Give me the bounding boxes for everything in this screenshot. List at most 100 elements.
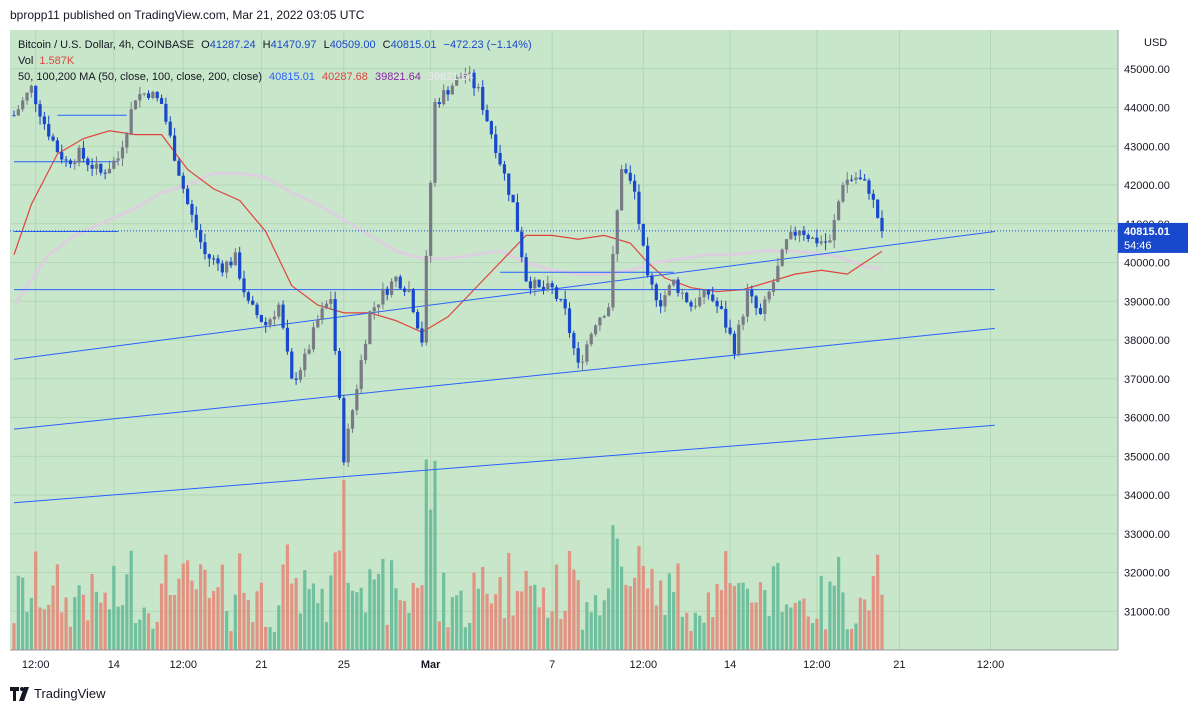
- candle-body: [650, 275, 654, 285]
- volume-bar: [706, 592, 710, 650]
- volume-bar: [715, 583, 719, 650]
- volume-bar: [806, 616, 810, 650]
- candle-body: [303, 353, 307, 371]
- candle-body: [120, 147, 125, 159]
- volume-bar: [732, 585, 737, 650]
- candle-body: [298, 370, 303, 380]
- legend-ma4: 39821.64: [428, 71, 474, 83]
- volume-bar: [554, 564, 559, 650]
- volume-bar: [585, 602, 589, 650]
- candle-body: [242, 278, 246, 293]
- volume-bar: [832, 585, 836, 650]
- publisher-text: bpropp11 published on TradingView.com, M…: [10, 8, 365, 22]
- candle-body: [706, 289, 710, 295]
- candle-body: [129, 109, 133, 134]
- candle-body: [698, 297, 702, 306]
- candle-body: [563, 299, 567, 309]
- volume-bar: [771, 566, 776, 650]
- volume-bar: [633, 577, 637, 650]
- y-tick-label: 45000.00: [1124, 64, 1170, 76]
- candle-body: [450, 85, 454, 95]
- candle-body: [350, 410, 355, 429]
- candle-body: [194, 214, 198, 231]
- candle-body: [832, 220, 836, 241]
- candle-body: [34, 85, 38, 105]
- volume-bar: [303, 570, 307, 650]
- footer: TradingView: [0, 680, 1200, 710]
- candle-body: [567, 308, 572, 334]
- price-axis[interactable]: [1118, 30, 1200, 680]
- volume-bar: [376, 573, 381, 650]
- volume-bar: [502, 618, 507, 650]
- candle-body: [750, 289, 754, 297]
- volume-bar: [854, 623, 858, 650]
- candle-body: [407, 289, 411, 292]
- tradingview-brand[interactable]: TradingView: [34, 686, 106, 701]
- x-tick-label: 14: [108, 659, 120, 671]
- volume-bar: [181, 563, 185, 650]
- y-tick-label: 37000.00: [1124, 374, 1170, 386]
- volume-bar: [246, 599, 250, 650]
- y-tick-label: 42000.00: [1124, 180, 1170, 192]
- candle-body: [745, 289, 750, 317]
- candle-body: [42, 116, 46, 125]
- candle-body: [177, 160, 181, 176]
- candle-body: [481, 87, 485, 111]
- candle-body: [572, 333, 576, 349]
- volume-bar: [216, 587, 220, 650]
- volume-bar: [21, 577, 25, 650]
- volume-bar: [398, 600, 402, 650]
- volume-bar: [520, 591, 524, 650]
- time-axis[interactable]: [10, 650, 1118, 680]
- trend-line: [13, 231, 995, 360]
- candle-body: [502, 164, 507, 174]
- legend-open: 41287.24: [210, 39, 256, 51]
- volume-bar: [550, 611, 554, 650]
- volume-bar: [363, 612, 368, 650]
- candle-body: [554, 287, 559, 299]
- volume-bar: [680, 616, 684, 650]
- candle-body: [724, 308, 728, 328]
- volume-bar: [64, 597, 68, 650]
- candle-body: [524, 257, 528, 282]
- candle-body: [793, 231, 797, 236]
- volume-bar: [698, 615, 702, 650]
- trend-line: [13, 327, 995, 430]
- volume-bar: [650, 568, 654, 650]
- volume-bar: [481, 566, 485, 650]
- candle-body: [620, 169, 624, 211]
- volume-bar: [233, 594, 237, 650]
- volume-bar: [73, 597, 77, 650]
- volume-bar: [264, 626, 268, 650]
- price-chart[interactable]: 45000.0044000.0043000.0042000.0041000.00…: [0, 30, 1200, 680]
- volume-bar: [489, 603, 493, 650]
- candle-body: [142, 93, 146, 95]
- candle-body: [858, 177, 862, 180]
- volume-bar: [138, 619, 142, 650]
- candle-body: [416, 312, 420, 329]
- candle-body: [533, 279, 537, 289]
- tradingview-logo-icon[interactable]: [10, 687, 32, 701]
- candle-body: [403, 288, 407, 292]
- volume-bar: [411, 582, 415, 650]
- volume-bar: [372, 579, 376, 650]
- volume-bar: [107, 609, 112, 650]
- publish-header: bpropp11 published on TradingView.com, M…: [0, 0, 1200, 30]
- candle-body: [86, 158, 90, 165]
- candle-body: [116, 158, 120, 161]
- candle-body: [437, 102, 441, 105]
- volume-bar: [750, 602, 754, 650]
- candle-body: [81, 147, 86, 159]
- volume-bar: [837, 556, 841, 650]
- volume-bar: [576, 580, 580, 650]
- candle-body: [468, 72, 472, 74]
- candle-body: [125, 133, 129, 148]
- volume-bar: [381, 558, 385, 650]
- volume-bar: [34, 551, 38, 650]
- volume-bar: [468, 622, 472, 650]
- candle-body: [29, 85, 33, 93]
- candle-body: [472, 72, 476, 89]
- candle-body: [281, 304, 285, 328]
- volume-bar: [858, 597, 862, 650]
- candle-body: [107, 168, 112, 174]
